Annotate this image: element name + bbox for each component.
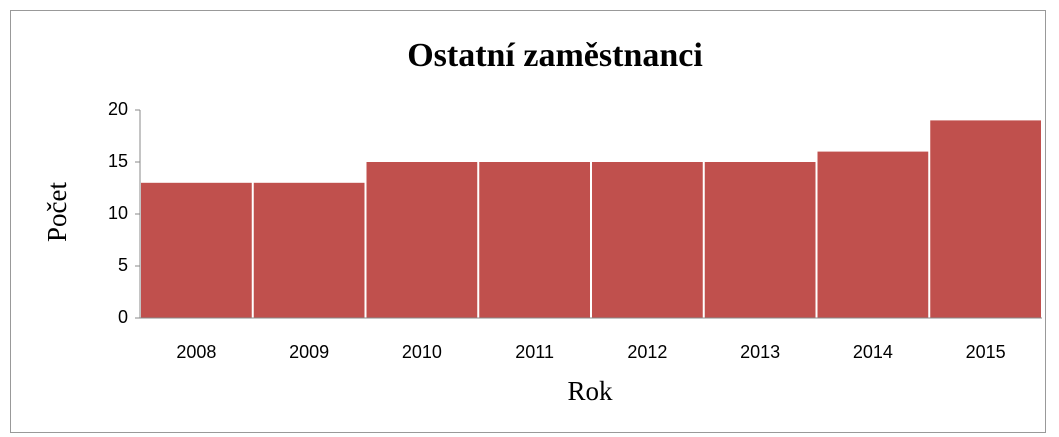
y-axis-label: Počet bbox=[42, 182, 72, 242]
chart-title: Ostatní zaměstnanci bbox=[407, 37, 703, 74]
bar bbox=[366, 162, 478, 318]
bar bbox=[592, 162, 703, 318]
x-tick-label: 2015 bbox=[966, 342, 1006, 362]
x-tick-label: 2014 bbox=[853, 342, 893, 362]
y-tick-label: 15 bbox=[108, 151, 128, 171]
y-tick-label: 20 bbox=[108, 99, 128, 119]
y-tick-label: 0 bbox=[118, 307, 128, 327]
x-tick-label: 2008 bbox=[176, 342, 216, 362]
y-tick-label: 5 bbox=[118, 255, 128, 275]
x-tick-label: 2010 bbox=[402, 342, 442, 362]
bar bbox=[930, 120, 1041, 319]
bar bbox=[479, 162, 590, 318]
bar bbox=[704, 162, 816, 318]
x-tick-label: 2011 bbox=[515, 342, 554, 362]
x-tick-label: 2013 bbox=[740, 342, 780, 362]
bar bbox=[141, 182, 252, 318]
bar bbox=[817, 151, 929, 318]
y-tick-label: 10 bbox=[108, 203, 128, 223]
x-axis-label: Rok bbox=[567, 376, 613, 406]
x-tick-label: 2009 bbox=[289, 342, 329, 362]
x-tick-label: 2012 bbox=[627, 342, 667, 362]
bar bbox=[253, 182, 365, 318]
